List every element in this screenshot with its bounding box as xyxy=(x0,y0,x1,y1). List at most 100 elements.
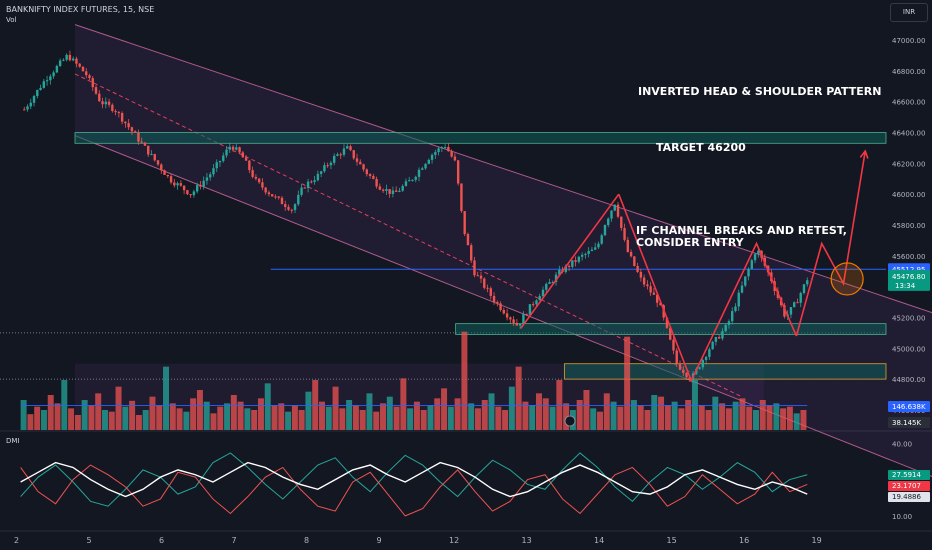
volume-bar xyxy=(610,401,617,430)
candle-body xyxy=(505,313,509,318)
volume-bar xyxy=(95,393,102,430)
candle-body xyxy=(607,218,610,226)
volume-bar xyxy=(793,413,800,430)
volume-bar xyxy=(739,398,746,430)
candle-body xyxy=(140,141,143,143)
time-axis-tick-10: 16 xyxy=(739,536,749,545)
volume-bar xyxy=(651,395,658,430)
candle-body xyxy=(620,216,623,229)
candle-body xyxy=(147,145,150,155)
volume-bar xyxy=(597,411,604,430)
candle-body xyxy=(107,101,111,105)
support-zone-0 xyxy=(74,132,887,144)
symbol-title[interactable]: BANKNIFTY INDEX FUTURES, 15, NSE xyxy=(6,5,155,14)
volume-label: Vol xyxy=(6,16,17,24)
candle-body xyxy=(372,176,375,179)
annotation-entry-line2: CONSIDER ENTRY xyxy=(636,236,745,249)
volume-bar xyxy=(312,380,319,430)
volume-bar xyxy=(441,388,448,430)
candle-body xyxy=(117,112,121,114)
volume-bar xyxy=(413,401,420,430)
candle-body xyxy=(323,165,326,172)
candle-body xyxy=(463,211,466,235)
volume-bar xyxy=(556,380,563,430)
volume-avg-label-bg xyxy=(888,401,930,412)
candle-body xyxy=(806,280,809,285)
candle-body xyxy=(195,185,199,192)
candle-body xyxy=(173,182,176,186)
volume-bar xyxy=(278,403,285,430)
volume-bar xyxy=(251,410,258,430)
candle-body xyxy=(466,234,470,246)
candle-body xyxy=(52,72,55,77)
candle-body xyxy=(271,194,274,197)
time-axis-tick-7: 13 xyxy=(522,536,532,545)
volume-bar xyxy=(671,401,678,430)
volume-bar xyxy=(359,410,366,430)
candle-body xyxy=(473,260,476,276)
retest-circle xyxy=(830,262,864,296)
volume-bar xyxy=(285,411,292,430)
candle-body xyxy=(486,287,489,289)
candle-body xyxy=(580,254,584,257)
volume-bar xyxy=(529,405,536,430)
candle-body xyxy=(672,339,675,351)
candle-body xyxy=(753,254,757,261)
candle-body xyxy=(616,204,620,217)
candle-body xyxy=(398,190,401,192)
volume-bar xyxy=(461,331,468,430)
pattern-line-head xyxy=(618,193,798,383)
volume-bar xyxy=(183,411,190,430)
candle-body xyxy=(711,341,714,350)
candle-body xyxy=(421,168,424,170)
candle-body xyxy=(646,284,649,287)
candle-body xyxy=(274,196,277,198)
volume-bar xyxy=(237,401,244,430)
candle-body xyxy=(567,265,571,267)
volume-bar xyxy=(27,414,34,430)
time-axis-tick-0: 2 xyxy=(14,536,19,545)
volume-bar xyxy=(508,386,515,430)
candle-body xyxy=(492,295,496,303)
volume-bar xyxy=(319,401,325,430)
candle-body xyxy=(623,228,626,240)
dmi-value-label-0: 27.5914 xyxy=(892,471,921,479)
candle-body xyxy=(456,160,460,184)
candle-body xyxy=(101,101,104,105)
volume-bar xyxy=(400,378,407,430)
volume-bar xyxy=(759,400,766,430)
candle-body xyxy=(577,256,581,262)
volume-bar xyxy=(291,405,298,430)
candle-body xyxy=(434,152,437,155)
time-axis-tick-11: 19 xyxy=(812,536,822,545)
candle-body xyxy=(189,194,192,196)
candle-body xyxy=(538,296,541,301)
candle-body xyxy=(150,154,153,156)
last-price-label: 45476.80 xyxy=(892,273,925,281)
dmi-axis-tick-0: 40.00 xyxy=(892,440,912,448)
candle-body xyxy=(254,176,258,179)
currency-button[interactable]: INR xyxy=(890,3,928,22)
candle-body xyxy=(169,176,173,183)
candle-body xyxy=(261,182,264,188)
volume-bar xyxy=(630,400,637,430)
candle-body xyxy=(479,275,483,279)
candle-body xyxy=(744,276,747,286)
volume-bar xyxy=(61,380,68,430)
volume-bar xyxy=(298,410,305,430)
candle-body xyxy=(29,102,32,107)
candle-body xyxy=(26,106,29,110)
volume-bar xyxy=(773,403,780,430)
volume-bar xyxy=(47,395,54,430)
volume-bar xyxy=(780,408,787,430)
dmi-series-0 xyxy=(20,452,808,507)
candle-body xyxy=(290,209,293,211)
candle-body xyxy=(94,87,98,94)
time-axis-tick-9: 15 xyxy=(667,536,677,545)
candle-body xyxy=(365,169,369,175)
candle-body xyxy=(137,132,140,142)
volume-bar xyxy=(224,403,231,430)
candle-body xyxy=(32,96,36,103)
